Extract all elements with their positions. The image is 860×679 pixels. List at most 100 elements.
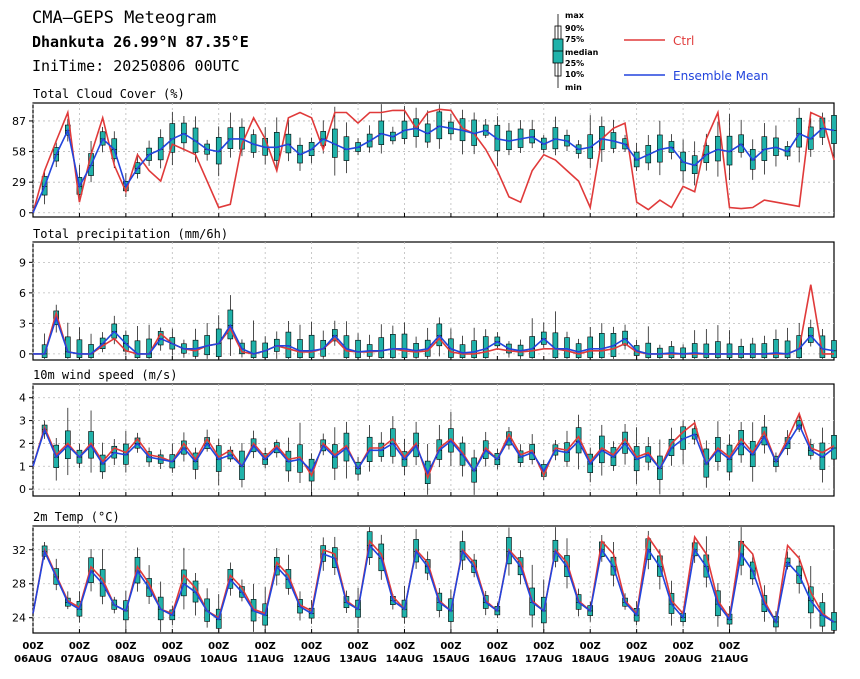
x-hour-label: 00Z bbox=[580, 641, 601, 652]
box-body bbox=[401, 333, 408, 358]
y-tick-label: 1 bbox=[19, 460, 26, 473]
y-tick-label: 29 bbox=[12, 176, 26, 189]
y-tick-label: 3 bbox=[19, 415, 26, 428]
box-body bbox=[738, 345, 744, 358]
box-body bbox=[390, 334, 396, 358]
location-subtitle: Dhankuta 26.99°N 87.35°E bbox=[32, 33, 249, 51]
y-tick-label: 0 bbox=[19, 207, 26, 220]
y-tick-label: 2 bbox=[19, 437, 26, 450]
x-date-label: 09AUG bbox=[153, 654, 191, 665]
box-body bbox=[587, 336, 594, 358]
box-body bbox=[761, 343, 768, 358]
x-date-label: 17AUG bbox=[525, 654, 563, 665]
ctrl-line bbox=[32, 411, 835, 481]
x-date-label: 10AUG bbox=[200, 654, 238, 665]
box-body bbox=[308, 334, 315, 358]
box-body bbox=[784, 340, 791, 358]
box-body bbox=[680, 347, 686, 358]
x-date-label: 12AUG bbox=[293, 654, 331, 665]
panel-title: Total Cloud Cover (%) bbox=[33, 87, 185, 101]
ensemble-mean-line bbox=[33, 315, 835, 355]
y-tick-label: 87 bbox=[12, 115, 26, 128]
y-tick-label: 32 bbox=[12, 544, 26, 557]
box-body bbox=[134, 340, 141, 358]
y-tick-label: 9 bbox=[19, 256, 26, 269]
legend-box-label: min bbox=[565, 83, 582, 92]
x-date-label: 15AUG bbox=[432, 654, 470, 665]
ctrl-line bbox=[33, 284, 834, 355]
box-body bbox=[250, 340, 257, 358]
y-tick-label: 4 bbox=[19, 392, 26, 405]
x-hour-label: 00Z bbox=[69, 641, 90, 652]
ensemble-mean-line bbox=[32, 423, 835, 475]
x-date-label: 11AUG bbox=[246, 654, 284, 665]
x-date-label: 18AUG bbox=[571, 654, 609, 665]
x-date-label: 16AUG bbox=[479, 654, 517, 665]
x-axis-labels: 00Z 06AUG 00Z 07AUG 00Z 08AUG 00Z 09AUG 00Z 10AUG… bbox=[14, 641, 748, 665]
box-body bbox=[564, 337, 570, 358]
x-hour-label: 00Z bbox=[255, 641, 276, 652]
box-body bbox=[459, 344, 466, 358]
x-hour-label: 00Z bbox=[162, 641, 183, 652]
legend-box-label: 25% bbox=[565, 59, 584, 68]
y-tick-label: 28 bbox=[12, 578, 26, 591]
legend-box-label: max bbox=[565, 11, 585, 20]
legend-box-label: 10% bbox=[565, 70, 584, 79]
legend-box-label: 75% bbox=[565, 35, 584, 44]
box-body bbox=[76, 339, 83, 358]
y-tick-label: 3 bbox=[19, 317, 26, 330]
box-body bbox=[146, 338, 152, 358]
box-body bbox=[285, 331, 292, 358]
ctrl-line bbox=[32, 108, 835, 214]
x-date-label: 06AUG bbox=[14, 654, 52, 665]
chart-title: CMA—GEPS Meteogram bbox=[32, 8, 217, 28]
init-time-label: IniTime: 20250806 00UTC bbox=[32, 57, 240, 75]
panel-frame bbox=[32, 525, 835, 634]
box-body bbox=[88, 344, 94, 358]
legend-ctrl-label: Ctrl bbox=[673, 34, 694, 48]
y-tick-label: 24 bbox=[12, 612, 26, 625]
legend: max 90% 75% median 25% 10% min Ctrl Ensemble Mea… bbox=[552, 11, 768, 92]
x-date-label: 13AUG bbox=[339, 654, 377, 665]
panel-title: 10m wind speed (m/s) bbox=[33, 368, 178, 382]
box-body bbox=[668, 346, 675, 358]
box-body bbox=[703, 343, 710, 358]
box-body bbox=[749, 343, 756, 358]
x-hour-label: 00Z bbox=[347, 641, 368, 652]
legend-box-label: 90% bbox=[565, 24, 584, 33]
box-body bbox=[471, 340, 477, 358]
box-body bbox=[726, 343, 733, 358]
x-hour-label: 00Z bbox=[394, 641, 415, 652]
panel-frame bbox=[32, 241, 835, 361]
x-hour-label: 00Z bbox=[22, 641, 43, 652]
box-body bbox=[436, 111, 443, 140]
legend-mean-label: Ensemble Mean bbox=[673, 69, 768, 83]
box-body bbox=[65, 336, 71, 358]
box-body bbox=[552, 332, 559, 358]
x-hour-label: 00Z bbox=[115, 641, 136, 652]
x-date-label: 19AUG bbox=[618, 654, 656, 665]
ensemble-mean-line bbox=[32, 125, 835, 214]
x-hour-label: 00Z bbox=[673, 641, 694, 652]
box-body bbox=[297, 339, 303, 358]
legend-box-label: median bbox=[565, 48, 599, 57]
box-body bbox=[599, 333, 605, 358]
panel-title: 2m Temp (°C) bbox=[33, 510, 120, 524]
panel-3: 2m Temp (°C) 24 28 32 bbox=[12, 510, 837, 634]
panel-frame bbox=[32, 383, 835, 497]
box-body bbox=[773, 339, 779, 358]
x-date-label: 20AUG bbox=[664, 654, 702, 665]
x-date-label: 07AUG bbox=[61, 654, 99, 665]
ensemble-mean-line bbox=[32, 543, 835, 625]
panel-2: 10m wind speed (m/s) 0 1 2 3 4 bbox=[19, 368, 837, 497]
x-hour-label: 00Z bbox=[208, 641, 229, 652]
y-tick-label: 0 bbox=[19, 348, 26, 361]
x-hour-label: 00Z bbox=[719, 641, 740, 652]
y-tick-label: 0 bbox=[19, 483, 26, 496]
box-body bbox=[691, 343, 698, 358]
panel-0: Total Cloud Cover (%) 0 29 58 87 bbox=[12, 87, 837, 220]
y-tick-label: 58 bbox=[12, 146, 26, 159]
box-body bbox=[378, 337, 385, 358]
box-body bbox=[831, 340, 837, 358]
x-hour-label: 00Z bbox=[626, 641, 647, 652]
